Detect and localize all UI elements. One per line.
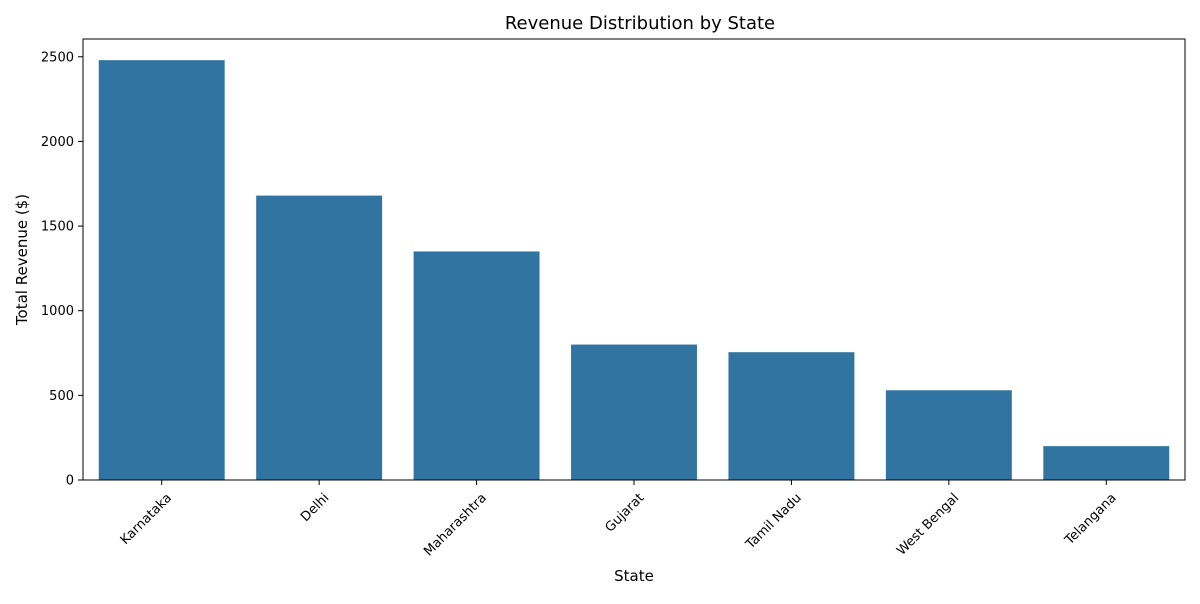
x-tick-label: Tamil Nadu	[742, 491, 804, 553]
x-tick-label: West Bengal	[894, 491, 962, 559]
y-axis-label: Total Revenue ($)	[13, 194, 31, 326]
y-tick-label: 1000	[41, 304, 74, 319]
bar-west-bengal	[885, 390, 1012, 480]
bar-telangana	[1043, 446, 1170, 480]
plot-frame	[82, 38, 1186, 481]
bar-gujarat	[571, 344, 697, 480]
y-tick-label: 2500	[41, 50, 74, 65]
x-tick-label: Karnataka	[118, 491, 175, 548]
y-tick-label: 1500	[41, 220, 74, 235]
x-axis-label: State	[614, 567, 654, 585]
y-axis: 0 500 1000 1500 2000 2500	[41, 50, 83, 489]
x-tick-label: Maharashtra	[421, 491, 490, 560]
bar-tamil-nadu	[728, 352, 855, 480]
bar-delhi	[256, 195, 383, 481]
x-tick-label: Gujarat	[602, 491, 647, 536]
x-tick-label: Telangana	[1062, 491, 1120, 549]
y-tick-label: 2000	[41, 135, 74, 150]
y-tick-label: 0	[66, 474, 74, 489]
bar-maharashtra	[413, 251, 540, 480]
bar-karnataka	[98, 60, 225, 481]
x-axis: Karnataka Delhi Maharashtra Gujarat Tamil Na…	[118, 480, 1120, 559]
bars-group	[98, 60, 1170, 481]
chart-title: Revenue Distribution by State	[505, 13, 775, 34]
x-tick-label: Delhi	[298, 491, 332, 525]
y-tick-label: 500	[49, 389, 74, 404]
